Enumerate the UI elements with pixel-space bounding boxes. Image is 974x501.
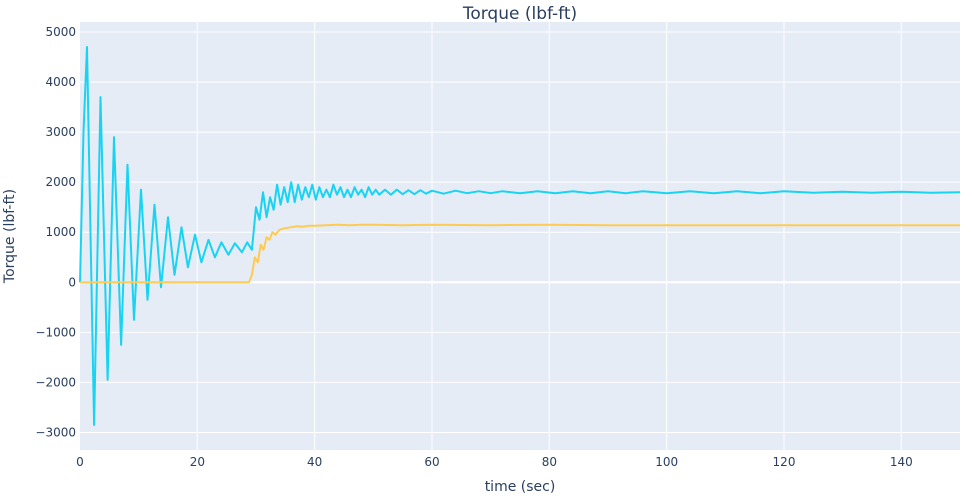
x-tick-label: 140	[890, 455, 913, 469]
series-line-2	[80, 223, 960, 284]
x-tick-label: 100	[655, 455, 678, 469]
x-axis-title: time (sec)	[485, 479, 556, 495]
y-tick-label: 0	[68, 275, 76, 289]
x-tick-label: 60	[424, 455, 439, 469]
y-tick-label: 5000	[45, 25, 76, 39]
y-tick-label: −3000	[35, 425, 76, 439]
y-tick-label: −2000	[35, 375, 76, 389]
x-tick-label: 0	[76, 455, 84, 469]
y-tick-label: 3000	[45, 125, 76, 139]
x-tick-label: 40	[307, 455, 322, 469]
y-tick-label: 4000	[45, 75, 76, 89]
series-lines	[79, 46, 961, 426]
x-tick-label: 20	[190, 455, 205, 469]
plot-background	[80, 22, 960, 450]
y-axis-title: Torque (lbf-ft)	[2, 189, 18, 284]
chart-title: Torque (lbf-ft)	[462, 4, 577, 24]
series-line-1	[79, 46, 961, 426]
tick-labels: 0 20 40 60 80 100 120 140 −3000 −2000 −1000 0 1000 20…	[35, 25, 912, 469]
y-tick-label: 2000	[45, 175, 76, 189]
y-tick-label: −1000	[35, 325, 76, 339]
x-tick-label: 120	[773, 455, 796, 469]
x-tick-label: 80	[542, 455, 557, 469]
y-tick-label: 1000	[45, 225, 76, 239]
